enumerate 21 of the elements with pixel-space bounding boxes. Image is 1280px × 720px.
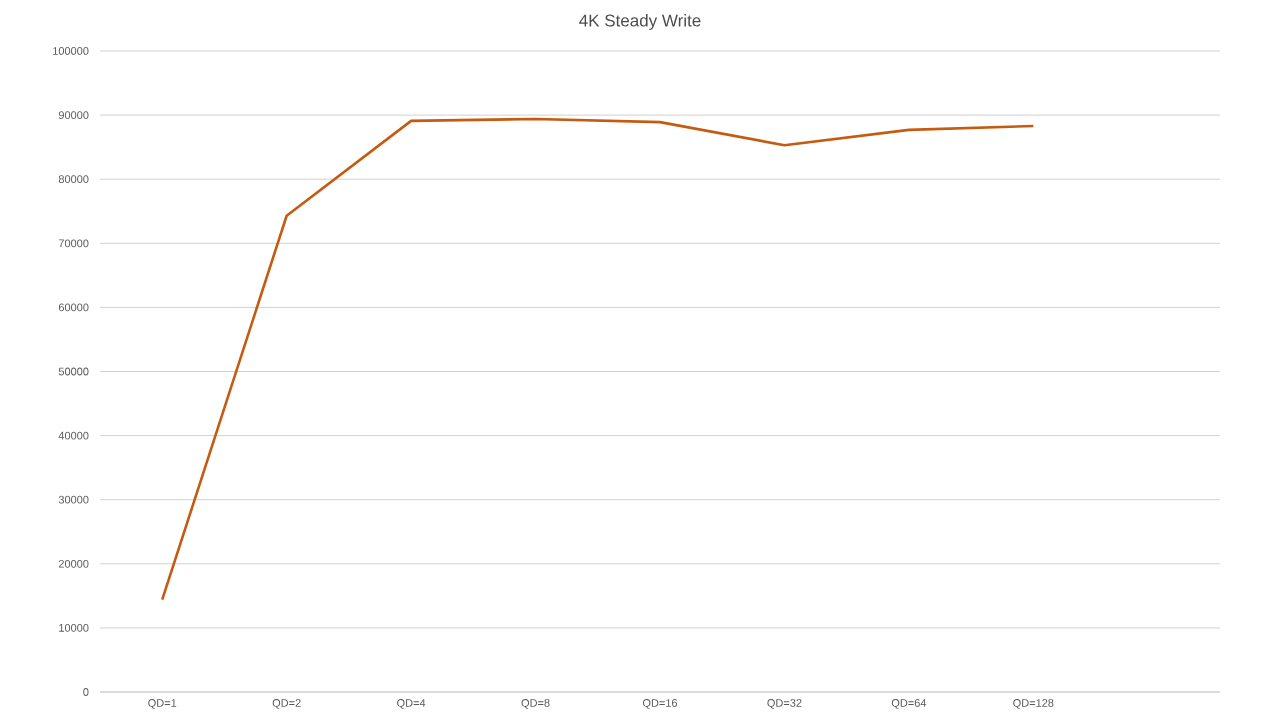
x-tick-label: QD=16: [642, 699, 678, 709]
x-tick-label: QD=4: [397, 699, 426, 709]
chart-title: 4K Steady Write: [579, 14, 701, 30]
y-tick-label: 10000: [59, 624, 89, 632]
x-tick-label: QD=32: [767, 699, 802, 709]
y-tick-label: 90000: [58, 111, 89, 119]
x-tick-label: QD=2: [272, 699, 301, 709]
y-tick-label: 100000: [53, 47, 89, 55]
y-tick-label: 30000: [58, 495, 89, 504]
y-tick-label: 0: [83, 688, 89, 696]
x-tick-label: QD=8: [521, 699, 550, 709]
y-tick-label: 50000: [58, 367, 89, 376]
x-tick-label: QD=64: [891, 699, 927, 709]
y-tick-label: 60000: [58, 303, 89, 312]
y-tick-label: 40000: [58, 431, 89, 440]
y-tick-label: 70000: [58, 239, 89, 248]
y-tick-label: 20000: [58, 559, 89, 568]
y-tick-label: 80000: [58, 175, 89, 184]
line-series: [160, 117, 1035, 601]
x-tick-label: QD=128: [1013, 699, 1054, 709]
x-tick-label: QD=1: [148, 699, 177, 709]
